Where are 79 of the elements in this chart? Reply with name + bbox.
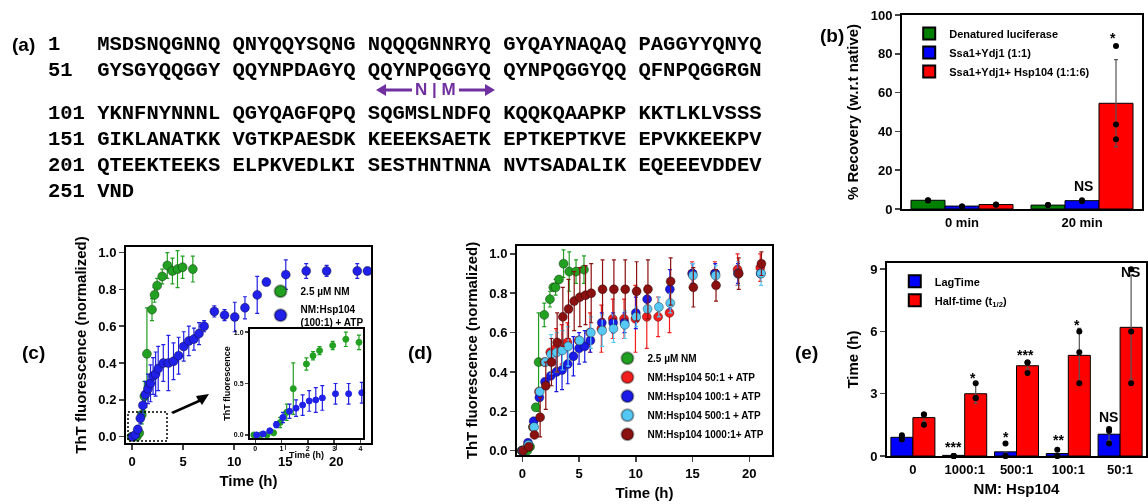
x-tick-label: 5 bbox=[575, 465, 583, 481]
annotation: NS bbox=[1099, 409, 1119, 425]
text: (d) bbox=[408, 341, 433, 363]
annotation: * bbox=[1003, 429, 1009, 445]
legend-label: Ssa1+Ydj1+ Hsp104 (1:1:6) bbox=[949, 65, 1090, 78]
y-tick-label: 1.0 bbox=[489, 246, 508, 262]
x-axis-title: Time (h) bbox=[615, 484, 674, 502]
y-tick-label: 80 bbox=[877, 46, 893, 62]
annotation: NS bbox=[1074, 178, 1094, 194]
y-tick-label: 0.8 bbox=[489, 285, 508, 301]
x-tick-label: 20 min bbox=[1061, 214, 1103, 230]
y-tick-label: 40 bbox=[877, 123, 893, 139]
y-tick-label: 0.6 bbox=[98, 318, 117, 334]
y-tick-label: 0.4 bbox=[98, 355, 118, 371]
legend-label: Denatured luciferase bbox=[949, 27, 1059, 40]
annotation: * bbox=[1074, 317, 1080, 333]
legend-label: NM:Hsp104 500:1 + ATP bbox=[647, 410, 761, 422]
y-tick-label: 0.0 bbox=[98, 429, 117, 445]
text: 201 QTEEKTEEKS ELPKVEDLKI SESTHNTNNA NVTSADALIK EQEEEVDDEV bbox=[48, 154, 762, 177]
y-tick-label: 20 bbox=[877, 162, 893, 178]
legend-label: NM:Hsp104 100:1 + ATP bbox=[647, 391, 761, 403]
x-tick-label: 10 bbox=[226, 453, 242, 469]
annotation: *** bbox=[1017, 347, 1034, 363]
x-tick-label: 10 bbox=[628, 465, 644, 481]
legend-label: NM:Hsp104 (100:1) + ATP bbox=[300, 303, 364, 328]
y-axis-title: Time (h) bbox=[843, 330, 861, 389]
x-tick-label: 0 bbox=[909, 461, 917, 477]
x-tick-label: 50:1 bbox=[1107, 461, 1134, 477]
annotation: * bbox=[970, 370, 976, 386]
legend-label: Ssa1+Ydj1 (1:1) bbox=[949, 46, 1032, 59]
text: (a) bbox=[12, 34, 36, 56]
text: 51 GYSGYQQGGY QQYNPDAGYQ QQYNPQGGYQ QYNPQGGYQQ QFNPQGGRGN bbox=[48, 59, 762, 82]
x-tick-label: 100:1 bbox=[1051, 461, 1085, 477]
x-axis-title: NM: Hsp104 bbox=[973, 480, 1061, 498]
y-tick-label: 0.2 bbox=[489, 403, 508, 419]
y-tick-label: 0.2 bbox=[98, 392, 117, 408]
text: (b) bbox=[820, 24, 845, 46]
x-axis-title: Time (h) bbox=[219, 472, 278, 490]
text: 101 YKNFNYNNNL QGYQAGFQPQ SQGMSLNDFQ KQQKQAAPKP KKTLKLVSSS bbox=[48, 102, 762, 125]
y-tick-label: 0.0 bbox=[489, 443, 508, 459]
text: N | M bbox=[414, 80, 457, 100]
legend-label: LagTime bbox=[934, 275, 980, 288]
y-tick-label: 6 bbox=[870, 324, 878, 340]
x-tick-label: 500:1 bbox=[999, 461, 1034, 477]
annotation: * bbox=[1110, 30, 1116, 46]
x-tick-label: 20 bbox=[742, 465, 757, 481]
y-tick-label: 3 bbox=[870, 386, 878, 402]
annotation: *** bbox=[945, 439, 962, 455]
y-tick-label: 100 bbox=[870, 7, 893, 23]
text: 151 GIKLANATKK VGTKPAESDK KEEEKSAETK EPTKEPTKVE EPVKKEEKPV bbox=[48, 128, 762, 151]
y-tick-label: 1.0 bbox=[98, 245, 117, 261]
x-tick-label: 15 bbox=[685, 465, 700, 481]
text: 251 VND bbox=[48, 180, 135, 203]
y-axis-title: ThT fluorescence (normalized) bbox=[463, 241, 481, 460]
text: (e) bbox=[795, 341, 819, 363]
x-tick-label: 5 bbox=[179, 453, 187, 469]
y-axis-title: ThT fluorescence (normalized) bbox=[72, 236, 90, 454]
legend-label: NM:Hsp104 50:1 + ATP bbox=[647, 372, 756, 384]
y-tick-label: 0.4 bbox=[489, 364, 509, 380]
y-axis-title: % Recovery (w.r.t native) bbox=[844, 23, 862, 201]
legend-label: 2.5 µM NM bbox=[647, 353, 697, 365]
x-tick-label: 0 bbox=[518, 465, 526, 481]
text: (c) bbox=[22, 341, 46, 363]
legend-label: NM:Hsp104 1000:1+ ATP bbox=[647, 429, 764, 441]
x-tick-label: 1000:1 bbox=[944, 461, 985, 477]
y-tick-label: 9 bbox=[870, 261, 878, 277]
legend-label: 2.5 µM NM bbox=[300, 286, 350, 298]
y-tick-label: 60 bbox=[877, 85, 893, 101]
x-tick-label: 0 min bbox=[945, 214, 980, 230]
x-tick-label: 20 bbox=[329, 453, 344, 469]
legend-label: Half-time (t$_{1/2}$) bbox=[934, 294, 1007, 309]
annotation: ** bbox=[1053, 432, 1065, 448]
x-tick-label: 0 bbox=[128, 453, 136, 469]
y-tick-label: 0.8 bbox=[98, 281, 117, 297]
y-axis-title: ThT fluorescence bbox=[221, 346, 232, 421]
text: 1 MSDSNQGNNQ QNYQQYSQNG NQQQGNNRYQ GYQAYNAQAQ PAGGYYQNYQ bbox=[48, 33, 762, 56]
x-axis-title: Time (h) bbox=[289, 450, 324, 460]
y-tick-label: 0.6 bbox=[489, 325, 508, 341]
y-tick-label: 0 bbox=[885, 201, 893, 217]
